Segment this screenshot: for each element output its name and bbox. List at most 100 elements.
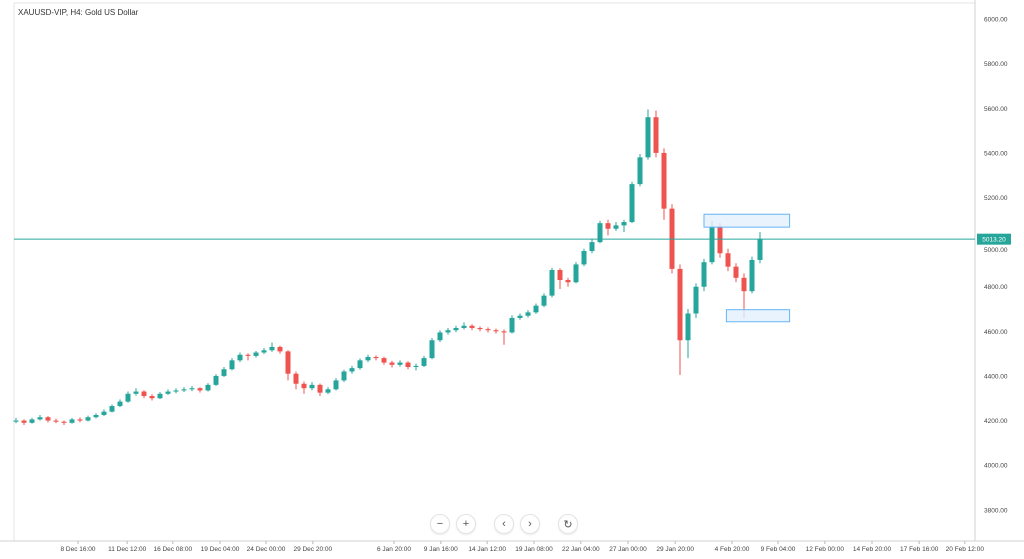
candle [389, 360, 395, 368]
candle-body [397, 362, 403, 365]
candle-body [741, 277, 747, 292]
candle [237, 352, 243, 363]
candle-body [13, 420, 19, 422]
candle [205, 383, 211, 392]
candle [421, 355, 427, 368]
time-tick-label: 17 Feb 16:00 [900, 546, 939, 553]
candle-body [277, 346, 283, 352]
time-tick-label: 14 Feb 20:00 [853, 546, 892, 553]
price-axis[interactable]: 6000.00 5800.00 5600.00 5400.00 5200.00 5000.… [984, 17, 1008, 515]
scroll-right-button[interactable]: › [520, 514, 540, 534]
candle [725, 248, 731, 272]
candle-body [157, 393, 163, 399]
candle [581, 248, 587, 267]
candle [757, 232, 763, 264]
candle [29, 417, 35, 424]
last-price-label: 5013.20 [982, 237, 1006, 244]
candle [517, 313, 523, 320]
reset-button[interactable]: ↻ [558, 514, 578, 534]
resistance-zone [703, 213, 791, 228]
candle-body [749, 259, 755, 292]
candle [629, 181, 635, 224]
time-tick-label: 12 Feb 00:00 [806, 546, 845, 553]
candle-body [173, 390, 179, 392]
candle-body [581, 251, 587, 265]
candle [77, 417, 83, 423]
scroll-left-button[interactable]: ‹ [494, 514, 514, 534]
candle [333, 378, 339, 391]
time-tick-label: 29 Jan 20:00 [656, 546, 694, 553]
candle-body [525, 312, 531, 316]
candle [93, 413, 99, 419]
candle-body [653, 117, 659, 153]
time-tick-label: 14 Jan 12:00 [468, 546, 506, 553]
candle [157, 392, 163, 400]
candle-body [101, 411, 107, 415]
candle [61, 420, 67, 426]
candle-body [93, 414, 99, 418]
candle [621, 219, 627, 233]
candle [245, 353, 251, 361]
candle-body [541, 295, 547, 306]
candle [21, 419, 27, 426]
candle [429, 338, 435, 360]
candle-body [165, 391, 171, 394]
candle-body [509, 317, 515, 333]
candle [749, 256, 755, 294]
candle [413, 363, 419, 371]
candle-body [197, 388, 203, 391]
candle-body [549, 269, 555, 296]
price-tick-label: 5200.00 [984, 195, 1008, 202]
time-tick-label: 16 Dec 08:00 [153, 546, 192, 553]
candle [693, 283, 699, 318]
time-tick-label: 6 Jan 20:00 [377, 546, 411, 553]
candle-body [389, 362, 395, 365]
candle [477, 326, 483, 332]
candle-body [381, 358, 387, 363]
plus-icon: + [462, 518, 470, 530]
candle-body [645, 117, 651, 158]
plot-area[interactable] [13, 2, 976, 542]
candle-body [477, 327, 483, 330]
candle [453, 325, 459, 333]
zoom-out-button[interactable]: − [430, 514, 450, 534]
time-tick-label: 20 Feb 12:00 [946, 546, 985, 553]
candle [109, 404, 115, 413]
time-tick-label: 24 Dec 00:00 [247, 546, 286, 553]
candle-body [597, 223, 603, 243]
candle-body [445, 330, 451, 333]
candle [533, 303, 539, 314]
candle-body [117, 401, 123, 407]
candle [405, 361, 411, 370]
candle-body [573, 264, 579, 283]
candle [613, 222, 619, 231]
candle [269, 342, 275, 352]
candle [325, 387, 331, 395]
candle-body [701, 262, 707, 287]
time-axis[interactable]: 8 Dec 16:00 11 Dec 12:00 16 Dec 08:00 19 De… [60, 541, 984, 553]
candle-body [493, 330, 499, 332]
candle-body [125, 393, 131, 402]
price-tick-label: 6000.00 [984, 17, 1008, 24]
candle-body [301, 383, 307, 389]
candle-body [245, 354, 251, 356]
candle-body [565, 280, 571, 283]
candle-body [469, 325, 475, 328]
candle [701, 258, 707, 292]
candle [461, 322, 467, 330]
zoom-in-button[interactable]: + [456, 514, 476, 534]
candle-body [149, 396, 155, 399]
candle-body [725, 253, 731, 267]
candle-body [29, 419, 35, 423]
candle-body [237, 354, 243, 361]
candle-body [213, 375, 219, 385]
time-tick-label: 8 Dec 16:00 [60, 546, 95, 553]
candle-body [429, 340, 435, 359]
candle [541, 293, 547, 308]
candle-body [61, 421, 67, 423]
candle-body [629, 184, 635, 223]
candle-body [637, 157, 643, 185]
time-tick-label: 19 Dec 04:00 [201, 546, 240, 553]
candle [117, 399, 123, 408]
